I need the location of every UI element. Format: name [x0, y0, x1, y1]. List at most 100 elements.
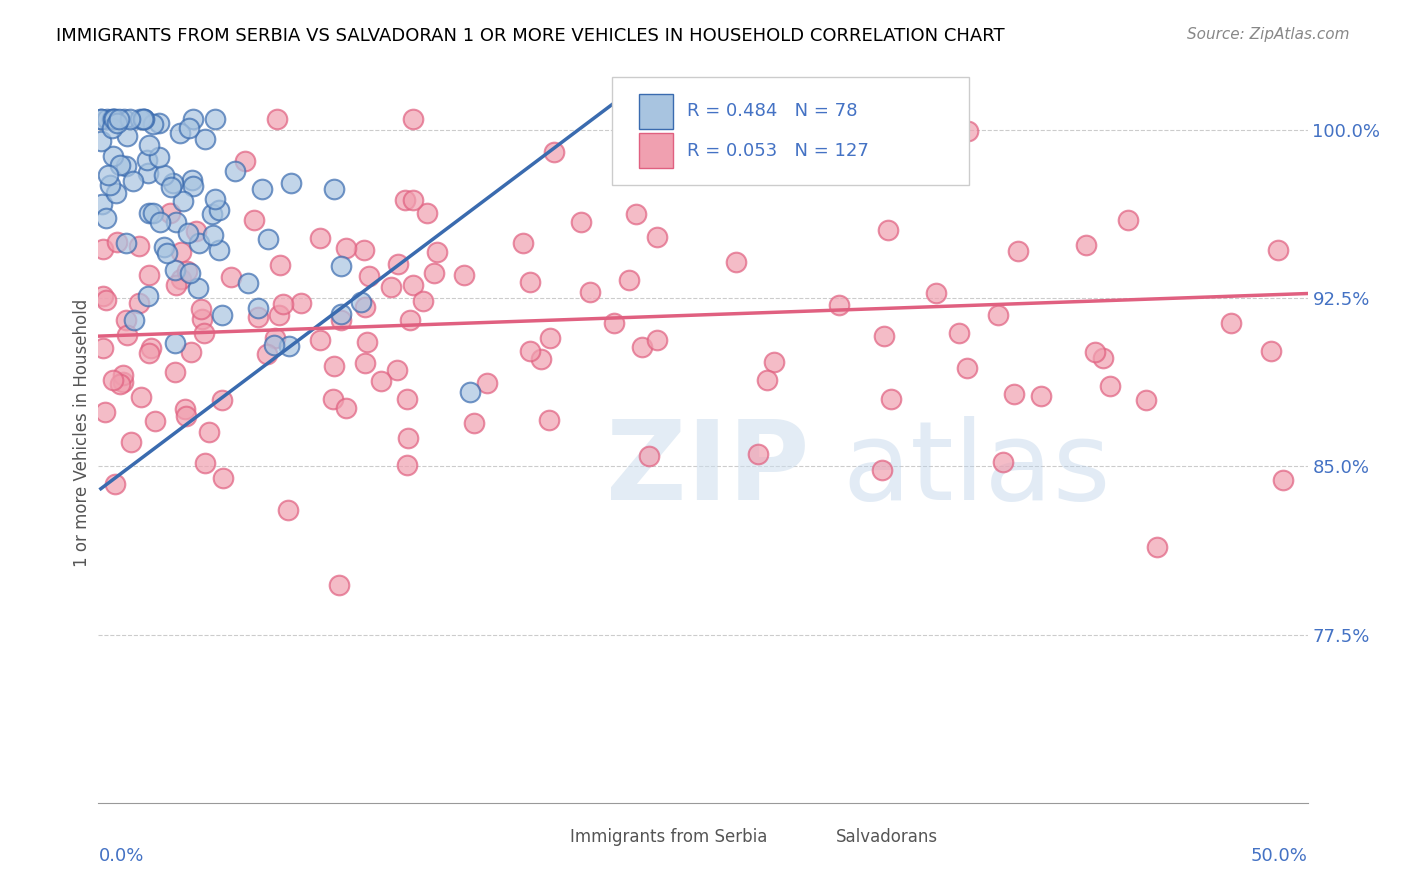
- Point: [645, 229, 668, 244]
- Point: [211, 393, 233, 408]
- Point: [201, 227, 224, 242]
- Point: [256, 347, 278, 361]
- Point: [402, 193, 425, 207]
- Point: [90, 112, 112, 126]
- Point: [579, 285, 602, 299]
- Point: [401, 278, 423, 293]
- Point: [277, 503, 299, 517]
- Text: Salvadorans: Salvadorans: [837, 828, 938, 846]
- Text: IMMIGRANTS FROM SERBIA VS SALVADORAN 1 OR MORE VEHICLES IN HOUSEHOLD CORRELATION: IMMIGRANTS FROM SERBIA VS SALVADORAN 1 O…: [56, 27, 1005, 45]
- Point: [380, 280, 402, 294]
- Point: [925, 285, 948, 300]
- Point: [519, 275, 541, 289]
- Point: [880, 392, 903, 406]
- Bar: [800, 822, 827, 851]
- Point: [322, 359, 344, 373]
- Point: [115, 312, 138, 326]
- Point: [98, 178, 121, 192]
- Point: [512, 235, 534, 250]
- Point: [139, 341, 162, 355]
- Point: [370, 374, 392, 388]
- Point: [335, 401, 357, 416]
- Point: [128, 238, 150, 252]
- Point: [329, 307, 352, 321]
- Point: [412, 293, 434, 308]
- Point: [103, 373, 125, 387]
- Point: [477, 376, 499, 390]
- Point: [396, 458, 419, 472]
- Point: [91, 242, 114, 256]
- Point: [172, 194, 194, 208]
- Point: [181, 178, 204, 193]
- Point: [104, 112, 127, 126]
- FancyBboxPatch shape: [613, 78, 969, 185]
- Point: [756, 373, 779, 387]
- Point: [115, 327, 138, 342]
- Point: [224, 163, 246, 178]
- Point: [269, 258, 291, 272]
- Point: [267, 308, 290, 322]
- Point: [105, 235, 128, 249]
- Point: [91, 341, 114, 355]
- Point: [112, 112, 135, 126]
- Point: [159, 206, 181, 220]
- Point: [177, 227, 200, 241]
- Point: [396, 431, 419, 445]
- Text: R = 0.484   N = 78: R = 0.484 N = 78: [688, 103, 858, 120]
- Point: [112, 368, 135, 382]
- Point: [1002, 387, 1025, 401]
- Point: [569, 215, 592, 229]
- Point: [208, 243, 231, 257]
- Point: [991, 455, 1014, 469]
- Point: [1084, 344, 1107, 359]
- Point: [208, 203, 231, 218]
- Point: [353, 243, 375, 257]
- Point: [94, 293, 117, 307]
- Point: [201, 207, 224, 221]
- Point: [138, 268, 160, 282]
- Point: [212, 471, 235, 485]
- Point: [1146, 540, 1168, 554]
- Point: [263, 337, 285, 351]
- Point: [309, 333, 332, 347]
- Y-axis label: 1 or more Vehicles in Household: 1 or more Vehicles in Household: [73, 299, 91, 566]
- Point: [747, 447, 769, 461]
- Point: [174, 409, 197, 423]
- Point: [872, 329, 894, 343]
- Point: [115, 159, 138, 173]
- Point: [329, 259, 352, 273]
- Point: [170, 245, 193, 260]
- Point: [183, 112, 205, 126]
- Point: [180, 173, 202, 187]
- Point: [121, 174, 143, 188]
- Point: [138, 206, 160, 220]
- Point: [204, 112, 226, 126]
- Point: [142, 117, 165, 131]
- Point: [190, 312, 212, 326]
- Point: [153, 240, 176, 254]
- Point: [94, 211, 117, 226]
- Point: [100, 120, 122, 135]
- Point: [236, 277, 259, 291]
- Point: [233, 154, 256, 169]
- Point: [948, 326, 970, 341]
- Point: [328, 578, 350, 592]
- Point: [156, 245, 179, 260]
- Point: [387, 362, 409, 376]
- Point: [190, 301, 212, 316]
- Point: [115, 236, 138, 251]
- Point: [108, 158, 131, 172]
- Bar: [638, 94, 673, 129]
- Point: [1007, 244, 1029, 259]
- Point: [1091, 351, 1114, 365]
- Point: [91, 197, 114, 211]
- Point: [165, 335, 187, 350]
- Point: [101, 149, 124, 163]
- Point: [165, 215, 187, 229]
- Point: [134, 112, 156, 126]
- Point: [394, 193, 416, 207]
- Point: [120, 435, 142, 450]
- Point: [323, 182, 346, 196]
- Text: Source: ZipAtlas.com: Source: ZipAtlas.com: [1187, 27, 1350, 42]
- Bar: [638, 133, 673, 169]
